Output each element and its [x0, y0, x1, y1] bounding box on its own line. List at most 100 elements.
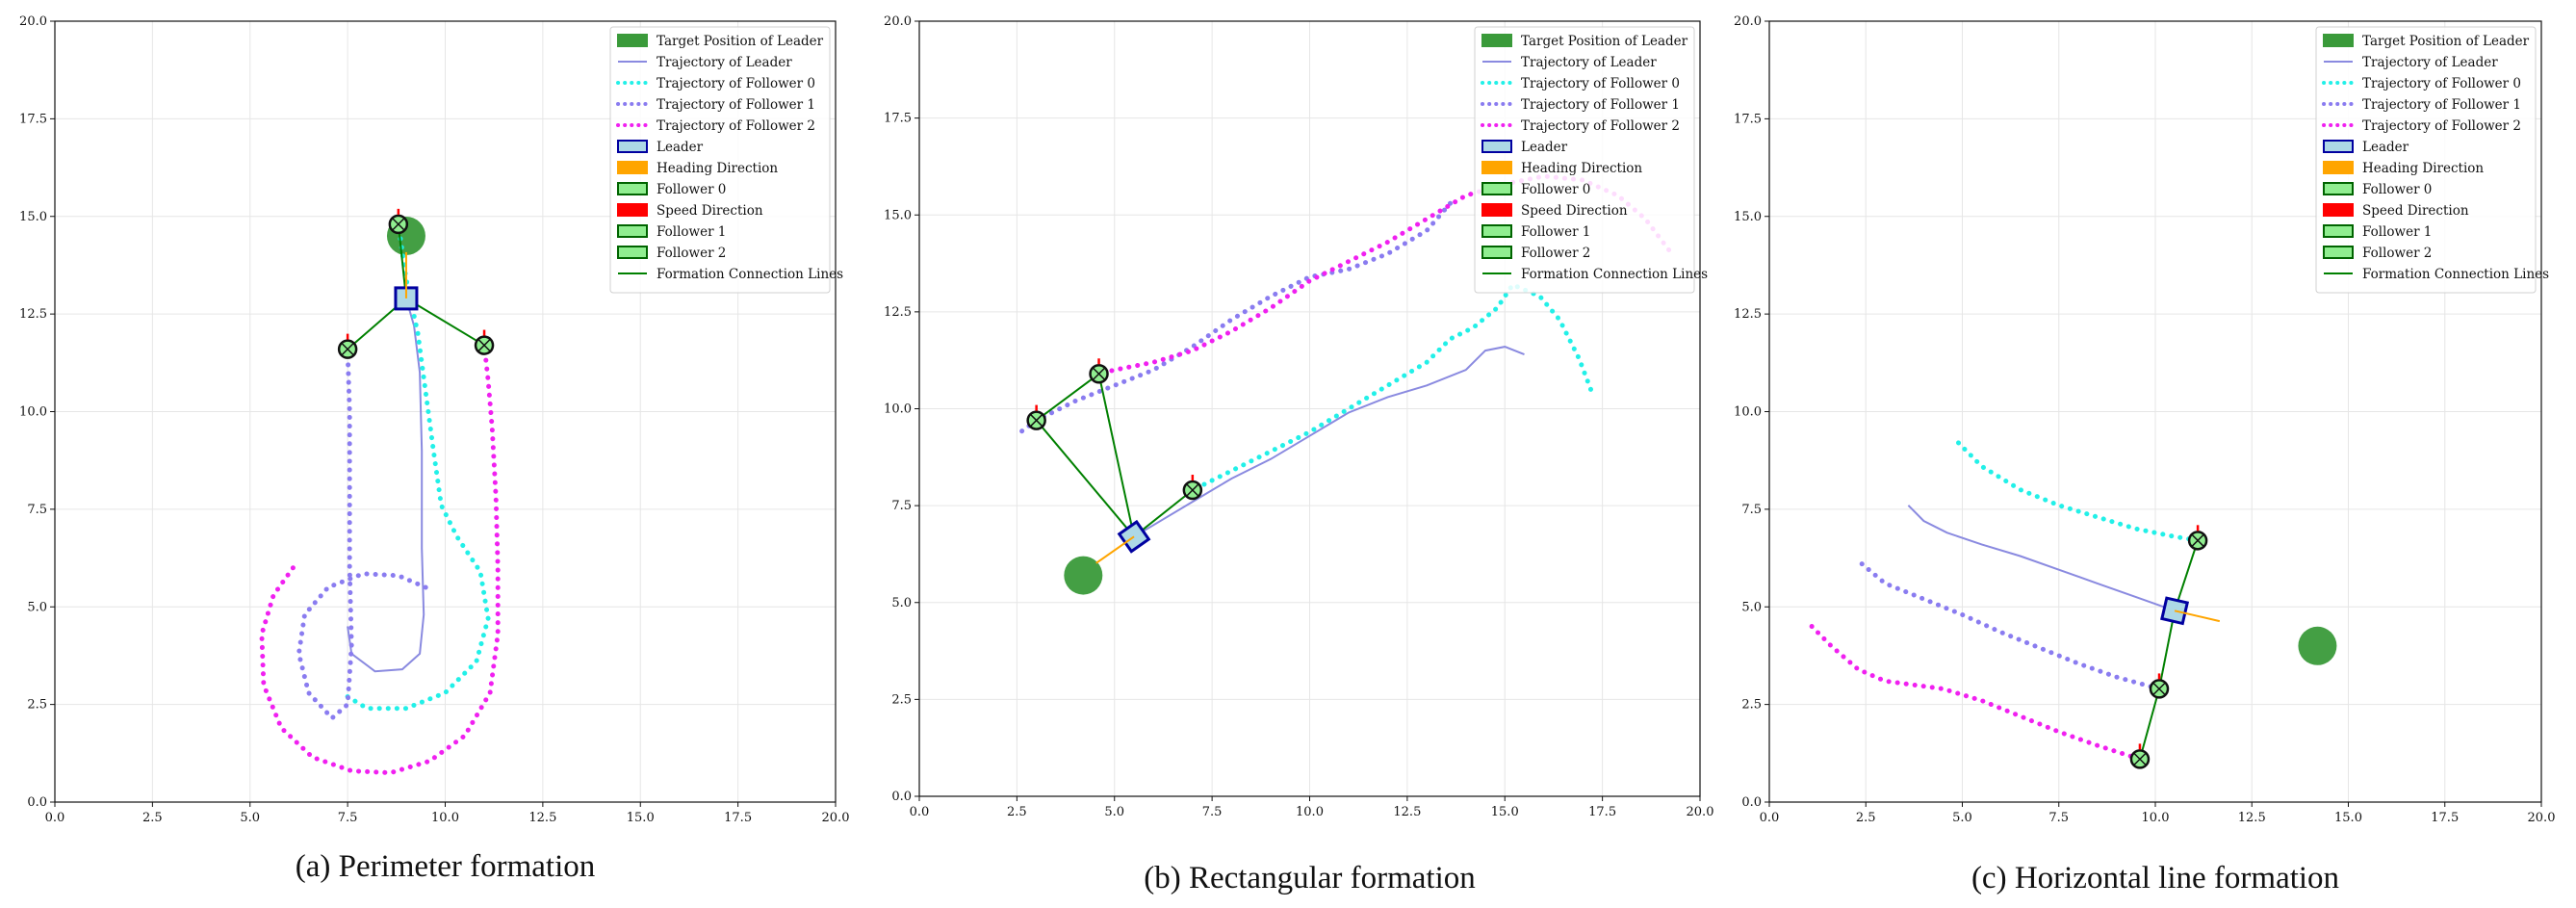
legend-box: [609, 26, 831, 294]
target-position-marker: [1064, 556, 1103, 595]
follower-wheel-mark: [2152, 682, 2166, 695]
leader-marker: [1095, 519, 1151, 564]
x-tick-label: 5.0: [240, 811, 260, 825]
legend-handle: [617, 140, 648, 153]
x-tick-label: 12.5: [528, 811, 556, 825]
legend-handle: [1481, 246, 1512, 259]
formation-connection-line: [1035, 419, 1135, 537]
legend-handle: [2323, 182, 2354, 195]
legend-box: [2315, 26, 2537, 294]
leader-marker: [394, 251, 419, 311]
legend-handle: [617, 161, 648, 174]
axes-frame: [54, 20, 837, 803]
formation-connection-line: [397, 223, 407, 299]
x-tick-label: 17.5: [724, 811, 752, 825]
legend-label: Trajectory of Follower 2: [1521, 118, 1680, 134]
trajectory-follower2: [1809, 624, 2143, 762]
follower-wheel-mark: [392, 218, 405, 231]
legend-label: Follower 2: [2362, 246, 2432, 261]
trajectory-follower2: [1096, 173, 1672, 376]
follower-0-marker: [1182, 475, 1203, 501]
y-tick-label: 7.5: [891, 499, 912, 513]
y-tick-label: 12.5: [1734, 307, 1762, 322]
trajectory-leader: [1133, 346, 1525, 538]
y-tick-label: 12.5: [19, 307, 47, 322]
y-tick-label: 20.0: [1734, 14, 1762, 29]
x-tick-label: 12.5: [1393, 805, 1421, 819]
legend-label: Trajectory of Leader: [657, 55, 792, 70]
legend-label: Heading Direction: [657, 161, 778, 176]
legend-label: Trajectory of Leader: [2362, 55, 2498, 70]
heading-arrow: [2174, 610, 2221, 623]
legend-handle: [617, 224, 648, 238]
follower-1-marker: [1026, 404, 1046, 430]
y-tick-label: 17.5: [1734, 112, 1762, 126]
x-tick-label: 17.5: [2431, 811, 2459, 825]
legend-handle: [2323, 224, 2354, 238]
y-tick-label: 20.0: [884, 14, 912, 29]
x-tick-label: 17.5: [1588, 805, 1616, 819]
legend-label: Target Position of Leader: [2362, 34, 2530, 49]
x-tick-label: 0.0: [1760, 811, 1780, 825]
trajectory-leader: [347, 298, 425, 673]
trajectory-follower1: [1018, 200, 1453, 435]
y-tick-label: 2.5: [891, 692, 912, 707]
formation-connection-line: [1097, 374, 1136, 537]
legend-label: Follower 1: [1521, 224, 1590, 240]
y-tick-label: 7.5: [1741, 503, 1762, 517]
heading-arrow: [1095, 535, 1135, 564]
legend-handle: [2323, 140, 2354, 153]
legend-label: Trajectory of Follower 2: [2362, 118, 2521, 134]
legend-handle: [1481, 161, 1512, 174]
follower-2-marker: [474, 329, 495, 355]
y-tick-label: 0.0: [891, 790, 912, 804]
legend-label: Follower 0: [657, 182, 726, 197]
legend-label: Follower 0: [2362, 182, 2432, 197]
legend-label: Follower 1: [2362, 224, 2432, 240]
y-tick-label: 17.5: [884, 112, 912, 126]
trajectory-follower1: [296, 347, 428, 722]
chart-panel-2: 0.0 2.5 5.0 7.5 10.0 12.5 15.0 17.5 20.0 0.0 2.5 5.…: [884, 14, 1713, 895]
legend-label: Trajectory of Follower 1: [1521, 97, 1680, 113]
trajectory-follower1: [1859, 561, 2162, 691]
x-tick-label: 15.0: [2334, 811, 2362, 825]
x-tick-label: 10.0: [2142, 811, 2170, 825]
trajectory-follower2: [259, 343, 501, 776]
follower-2-marker: [1089, 358, 1109, 384]
legend-handle: [2323, 34, 2354, 47]
trajectory-leader: [1907, 505, 2176, 612]
x-tick-label: 10.0: [1296, 805, 1324, 819]
legend-handle: [2323, 161, 2354, 174]
x-tick-label: 0.0: [910, 805, 930, 819]
y-tick-label: 10.0: [1734, 405, 1762, 420]
follower-2-marker: [2129, 743, 2151, 769]
y-tick-label: 15.0: [884, 208, 912, 222]
x-tick-label: 5.0: [1104, 805, 1124, 819]
formation-connection-line: [2174, 540, 2200, 611]
legend-label: Trajectory of Follower 0: [657, 76, 815, 91]
legend: Target Position of Leader Trajectory of L…: [2315, 26, 2549, 294]
legend-label: Follower 0: [1521, 182, 1590, 197]
legend-handle: [2323, 203, 2354, 217]
legend-box: [1474, 26, 1695, 294]
x-tick-label: 10.0: [431, 811, 459, 825]
y-tick-label: 5.0: [27, 600, 47, 614]
formation-connection-line: [2158, 610, 2177, 689]
trajectory-follower0: [1190, 281, 1593, 493]
follower-0-marker: [2187, 525, 2208, 551]
follower-wheel-mark: [2191, 533, 2204, 547]
x-tick-label: 7.5: [2048, 811, 2069, 825]
y-tick-label: 5.0: [1741, 600, 1762, 614]
trajectory-follower0: [345, 221, 491, 712]
legend-label: Speed Direction: [657, 203, 763, 219]
follower-0-marker: [388, 208, 409, 235]
legend-label: Trajectory of Follower 0: [2362, 76, 2521, 91]
legend-label: Leader: [1521, 140, 1568, 155]
legend-label: Speed Direction: [2362, 203, 2469, 219]
y-tick-label: 10.0: [884, 402, 912, 417]
panel-caption: (c) Horizontal line formation: [1971, 861, 2339, 895]
panel-caption: (b) Rectangular formation: [1144, 861, 1476, 895]
chart-panel-1: 0.0 2.5 5.0 7.5 10.0 12.5 15.0 17.5 20.0 0.0 2.5 5.…: [19, 14, 849, 884]
legend-label: Follower 2: [657, 246, 726, 261]
